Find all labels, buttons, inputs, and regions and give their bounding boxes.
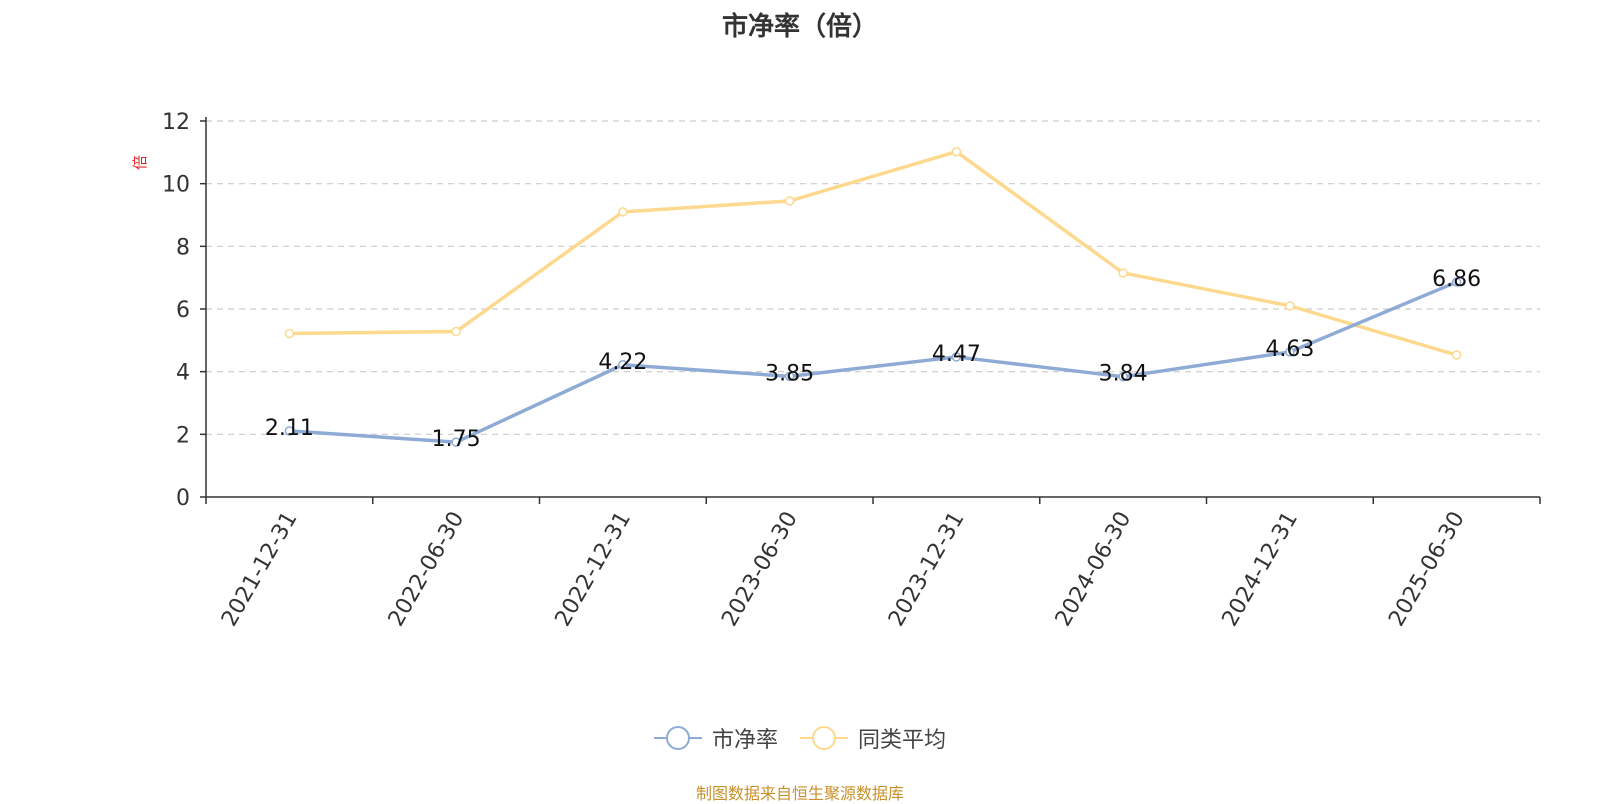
series2-point <box>451 326 461 337</box>
data-label: 3.85 <box>765 361 814 386</box>
y-tick-label: 0 <box>176 486 190 511</box>
series1-point <box>1451 277 1462 287</box>
data-label: 4.63 <box>1265 337 1314 362</box>
legend-label-series2: 同类平均 <box>858 728 947 753</box>
y-tick-label: 6 <box>176 298 190 323</box>
chart-title: 市净率（倍） <box>721 12 878 42</box>
series-line-1 <box>287 280 1459 444</box>
y-tick-label: 2 <box>176 423 190 448</box>
series2-point <box>618 207 628 217</box>
series2-point <box>784 196 795 206</box>
y-tick-label: 12 <box>162 110 190 135</box>
x-tick-label: 2023-06-30 <box>717 508 803 631</box>
x-tick-label: 2021-12-31 <box>217 508 303 631</box>
x-tick-label: 2022-12-31 <box>550 508 636 631</box>
x-tick-label: 2022-06-30 <box>384 508 470 631</box>
x-tick-label: 2025-06-30 <box>1384 508 1470 631</box>
series2-point <box>951 146 962 157</box>
legend: 市净率 同类平均 <box>0 722 1600 754</box>
data-label: 3.84 <box>1099 362 1148 387</box>
x-tick-label: 2023-12-31 <box>884 508 970 631</box>
data-label: 4.22 <box>598 350 647 375</box>
data-label: 4.47 <box>932 342 981 367</box>
legend-item-series1[interactable]: 市净率 <box>653 722 778 754</box>
series1-point <box>451 437 461 447</box>
y-tick-label: 4 <box>176 361 190 386</box>
series1-point <box>784 371 795 382</box>
series2-point <box>1285 301 1295 311</box>
series-line-2 <box>287 149 1459 357</box>
legend-series1-icon <box>653 725 702 751</box>
y-tick-label: 10 <box>162 173 190 198</box>
series2-point <box>284 328 295 339</box>
legend-series2-icon <box>800 725 848 751</box>
y-tick-label: 8 <box>176 235 190 260</box>
series1-point <box>618 360 628 370</box>
data-label: 6.86 <box>1432 267 1481 292</box>
x-tick-label: 2024-06-30 <box>1051 508 1137 631</box>
x-tick-label: 2024-12-31 <box>1217 508 1303 631</box>
series1-point <box>1285 347 1295 357</box>
series2-point <box>1451 350 1462 360</box>
series1-point <box>1118 371 1128 382</box>
legend-label-series1: 市净率 <box>711 728 778 753</box>
data-source-note: 制图数据来自恒生聚源数据库 <box>695 784 904 803</box>
series2-point <box>1118 268 1128 278</box>
series1-point <box>951 352 962 362</box>
data-label: 2.11 <box>265 416 314 441</box>
series1-point <box>284 426 295 436</box>
legend-item-series2[interactable]: 同类平均 <box>800 722 946 754</box>
data-label: 1.75 <box>432 427 481 452</box>
